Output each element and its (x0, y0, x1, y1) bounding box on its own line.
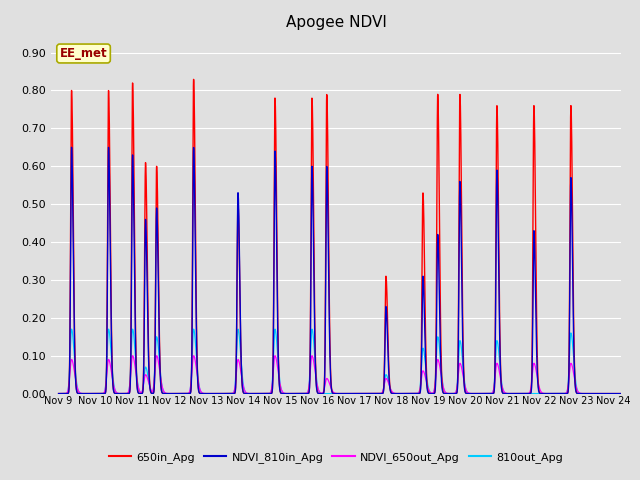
Legend: 650in_Apg, NDVI_810in_Apg, NDVI_650out_Apg, 810out_Apg: 650in_Apg, NDVI_810in_Apg, NDVI_650out_A… (104, 447, 568, 467)
Text: EE_met: EE_met (60, 47, 108, 60)
Title: Apogee NDVI: Apogee NDVI (285, 15, 387, 30)
